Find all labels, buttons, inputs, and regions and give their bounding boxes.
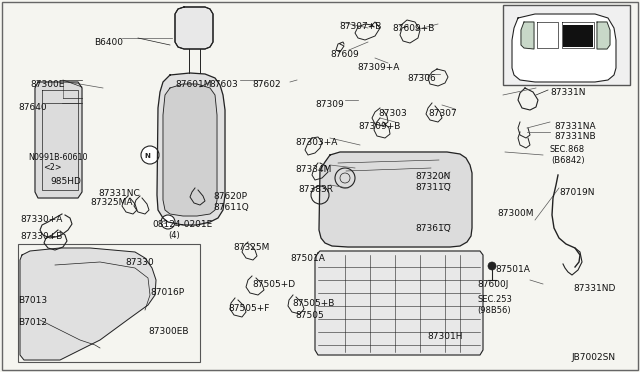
Text: 87640: 87640 (18, 103, 47, 112)
Bar (503, 5, 630, 85)
Text: 87611Q: 87611Q (213, 203, 249, 212)
Text: 87301H: 87301H (427, 332, 463, 341)
Text: B6400: B6400 (94, 38, 123, 47)
Text: (4): (4) (168, 231, 180, 240)
Text: N: N (144, 153, 150, 159)
Text: 87307+B: 87307+B (339, 22, 381, 31)
Text: <2>: <2> (43, 163, 61, 172)
Text: 87331ND: 87331ND (573, 284, 616, 293)
Text: 87330+B: 87330+B (20, 232, 62, 241)
Text: 87609+B: 87609+B (392, 24, 435, 33)
Text: 87016P: 87016P (150, 288, 184, 297)
Text: 87300M: 87300M (497, 209, 534, 218)
Polygon shape (315, 251, 483, 355)
Text: 87300EB: 87300EB (148, 327, 189, 336)
Text: 87320N: 87320N (415, 172, 451, 181)
Polygon shape (319, 152, 472, 247)
Text: 87309+B: 87309+B (358, 122, 401, 131)
Bar (563, 25, 593, 47)
Text: 87609: 87609 (330, 50, 359, 59)
Text: 87501A: 87501A (495, 265, 530, 274)
Text: N0991B-60610: N0991B-60610 (28, 153, 88, 162)
Text: (98B56): (98B56) (477, 306, 511, 315)
Text: 87330+A: 87330+A (20, 215, 62, 224)
Text: (B6842): (B6842) (551, 156, 584, 165)
Polygon shape (35, 82, 82, 198)
Text: 87505+B: 87505+B (292, 299, 334, 308)
Text: 87383R: 87383R (298, 185, 333, 194)
Text: 87505: 87505 (295, 311, 324, 320)
Text: 87361Q: 87361Q (415, 224, 451, 233)
Text: 87303: 87303 (378, 109, 407, 118)
Text: 87331NB: 87331NB (554, 132, 596, 141)
Text: 87309: 87309 (315, 100, 344, 109)
Text: 87603: 87603 (209, 80, 237, 89)
Text: 87331N: 87331N (550, 88, 586, 97)
Text: JB7002SN: JB7002SN (571, 353, 615, 362)
Text: 87501A: 87501A (290, 254, 325, 263)
Text: 87330: 87330 (125, 258, 154, 267)
Text: 87300E: 87300E (30, 80, 65, 89)
Text: 87620P: 87620P (213, 192, 247, 201)
Circle shape (488, 262, 496, 270)
Text: SEC.868: SEC.868 (550, 145, 585, 154)
Text: 08124-0201E: 08124-0201E (152, 220, 212, 229)
Text: 87331NA: 87331NA (554, 122, 596, 131)
Circle shape (161, 215, 175, 229)
Text: 87325MA: 87325MA (90, 198, 132, 207)
Text: 87306: 87306 (407, 74, 436, 83)
Polygon shape (163, 84, 217, 216)
Text: B7012: B7012 (18, 318, 47, 327)
Text: 87601M: 87601M (175, 80, 211, 89)
Text: S: S (163, 221, 167, 225)
Text: 87303+A: 87303+A (295, 138, 337, 147)
Polygon shape (512, 14, 616, 82)
Text: 87334M: 87334M (295, 165, 332, 174)
Text: 87602: 87602 (252, 80, 280, 89)
Text: B7013: B7013 (18, 296, 47, 305)
Polygon shape (20, 248, 156, 360)
Text: SEC.253: SEC.253 (477, 295, 512, 304)
Text: 87325M: 87325M (233, 243, 269, 252)
Text: 87307: 87307 (428, 109, 457, 118)
Text: 87505+D: 87505+D (252, 280, 295, 289)
Text: 87019N: 87019N (559, 188, 595, 197)
Polygon shape (157, 73, 225, 225)
Polygon shape (175, 7, 213, 49)
Bar (18, 244, 200, 362)
Polygon shape (597, 22, 610, 49)
Text: 87331NC: 87331NC (98, 189, 140, 198)
Text: 87311Q: 87311Q (415, 183, 451, 192)
Polygon shape (521, 22, 534, 49)
Text: 87600J: 87600J (477, 280, 508, 289)
Text: 985HD: 985HD (50, 177, 81, 186)
Text: 87309+A: 87309+A (357, 63, 399, 72)
Text: 87505+F: 87505+F (228, 304, 269, 313)
Circle shape (141, 146, 159, 164)
